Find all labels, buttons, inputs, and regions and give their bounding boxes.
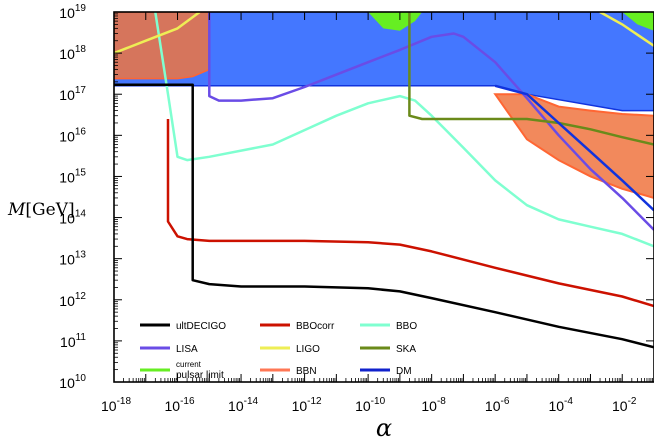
series-dm-edge: [494, 84, 654, 212]
series-lisa: [208, 12, 654, 231]
legend-label-ligo: LIGO: [296, 344, 320, 355]
y-tick-label: 1012: [59, 291, 86, 309]
y-tick-label: 1011: [60, 332, 86, 350]
series-ska: [408, 12, 654, 146]
shaded-regions: [114, 12, 654, 199]
y-tick-label: 1016: [59, 126, 86, 144]
region-pulsar-limit-b: [622, 12, 654, 31]
x-tick-label: 10-16: [165, 396, 195, 414]
legend-label-ultdecigo: ultDECIGO: [176, 321, 226, 332]
legend-label-bbocorr: BBOcorr: [296, 321, 335, 332]
data-series: [114, 12, 654, 349]
x-tick-label: 10-14: [228, 396, 258, 414]
y-tick-label: 1018: [59, 44, 86, 62]
x-tick-label: 10-6: [485, 396, 510, 414]
y-axis-unit: [GeV]: [25, 200, 74, 220]
series-ligo: [114, 12, 201, 55]
y-tick-label: 1013: [59, 250, 86, 268]
legend-label-pulsar-2: pulsar limit: [176, 370, 224, 381]
plot-frame: [113, 11, 654, 383]
legend-label-bbn: BBN: [296, 366, 317, 377]
y-axis-title: M[GeV]: [7, 200, 75, 220]
y-tick-label: 1010: [59, 373, 86, 391]
series-ligo-b: [599, 12, 654, 47]
y-tick-label: 1017: [59, 85, 86, 103]
y-tick-label: 1014: [59, 209, 86, 227]
y-tick-label: 1019: [59, 3, 86, 21]
legend-label-lisa: LISA: [176, 344, 198, 355]
legend-label-bbo: BBO: [396, 321, 417, 332]
y-axis-symbol: M: [7, 200, 26, 220]
x-tick-label: 10-18: [101, 396, 131, 414]
y-tick-label: 1015: [59, 167, 86, 185]
legend-label-ska: SKA: [396, 344, 416, 355]
legend-label-pulsar: current: [176, 360, 202, 369]
series-ultdecigo: [114, 83, 654, 349]
x-tick-label: 10-12: [292, 396, 322, 414]
legend-label-dm: DM: [396, 366, 412, 377]
x-tick-label: 10-8: [421, 396, 446, 414]
x-axis-title: α: [376, 414, 392, 440]
series-bbo: [154, 12, 654, 248]
x-tick-label: 10-2: [612, 396, 637, 414]
axis-ticks: 10-18 10-16 10-14 10-12 10-10 10-8 10-6 10-4 10-…: [59, 3, 654, 414]
x-tick-label: 10-10: [355, 396, 385, 414]
legend: ultDECIGO BBOcorr BBO LISA LIGO SKA currentpul…: [140, 321, 417, 381]
x-tick-label: 10-4: [548, 396, 573, 414]
series-bbocorr: [166, 119, 654, 308]
